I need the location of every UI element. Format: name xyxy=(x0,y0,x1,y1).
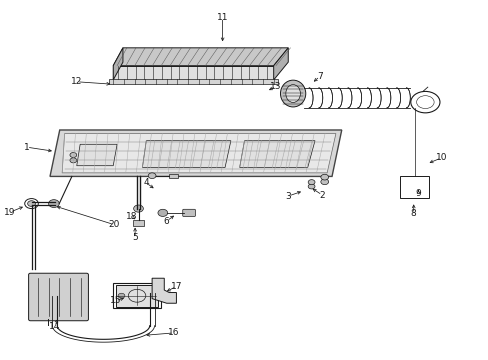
Text: 15: 15 xyxy=(110,296,121,305)
Circle shape xyxy=(70,153,77,157)
FancyBboxPatch shape xyxy=(116,285,158,307)
Text: 9: 9 xyxy=(415,189,421,198)
Text: 6: 6 xyxy=(163,217,169,226)
Text: 12: 12 xyxy=(71,77,82,86)
Polygon shape xyxy=(77,144,117,166)
Text: 13: 13 xyxy=(270,82,281,91)
Circle shape xyxy=(307,184,314,189)
Text: 1: 1 xyxy=(24,143,29,152)
Circle shape xyxy=(28,201,35,206)
Text: 2: 2 xyxy=(319,190,325,199)
Circle shape xyxy=(320,179,328,185)
Text: 7: 7 xyxy=(316,72,322,81)
Polygon shape xyxy=(113,48,287,66)
FancyBboxPatch shape xyxy=(183,209,195,216)
Ellipse shape xyxy=(285,85,300,103)
Text: 5: 5 xyxy=(132,233,138,242)
Text: 20: 20 xyxy=(108,220,120,229)
Circle shape xyxy=(118,293,124,298)
Circle shape xyxy=(70,158,77,163)
Text: 18: 18 xyxy=(126,212,137,221)
Text: 17: 17 xyxy=(170,282,182,291)
Circle shape xyxy=(307,180,314,185)
Text: 8: 8 xyxy=(410,210,416,219)
Polygon shape xyxy=(142,141,230,167)
Text: 3: 3 xyxy=(285,192,290,201)
Polygon shape xyxy=(109,79,277,84)
Polygon shape xyxy=(113,48,122,80)
Polygon shape xyxy=(62,134,335,173)
Polygon shape xyxy=(113,66,273,80)
Text: 19: 19 xyxy=(4,208,16,217)
Text: 4: 4 xyxy=(143,178,149,187)
Text: 11: 11 xyxy=(216,13,228,22)
Circle shape xyxy=(48,200,59,207)
Circle shape xyxy=(133,205,143,212)
Polygon shape xyxy=(239,141,314,167)
Circle shape xyxy=(158,209,167,216)
Polygon shape xyxy=(152,278,176,303)
Polygon shape xyxy=(273,48,287,80)
Text: 10: 10 xyxy=(435,153,446,162)
Ellipse shape xyxy=(280,80,305,107)
FancyBboxPatch shape xyxy=(132,220,144,226)
Text: 14: 14 xyxy=(49,322,61,331)
Polygon shape xyxy=(50,130,341,176)
FancyBboxPatch shape xyxy=(29,273,88,321)
Circle shape xyxy=(320,174,328,180)
Circle shape xyxy=(148,173,156,179)
FancyBboxPatch shape xyxy=(169,174,178,178)
Text: 16: 16 xyxy=(168,328,180,337)
